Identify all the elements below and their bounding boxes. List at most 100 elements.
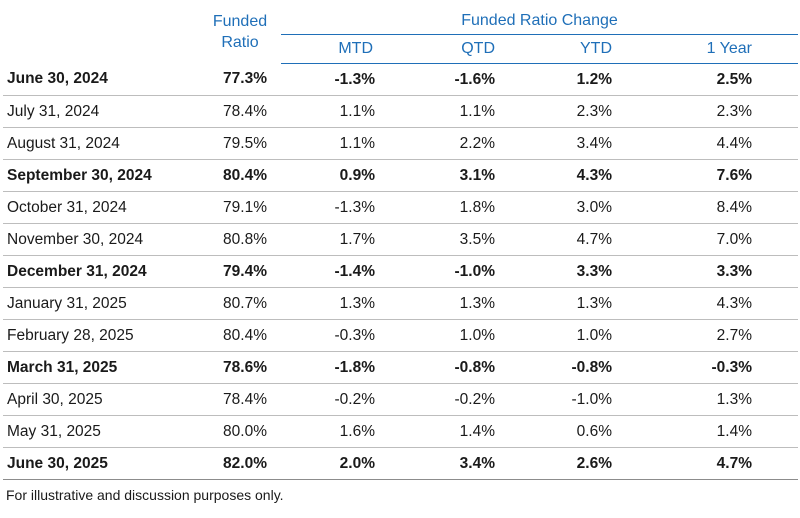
- cell-date: October 31, 2024: [3, 191, 191, 224]
- cell-mtd: 2.0%: [281, 447, 401, 480]
- cell-mtd: 1.1%: [281, 95, 401, 128]
- table-row: February 28, 2025 80.4% -0.3% 1.0% 1.0% 2.7%: [3, 319, 798, 352]
- cell-funded-ratio: 79.4%: [191, 255, 281, 288]
- cell-ytd: -0.8%: [531, 351, 656, 384]
- cell-mtd: -1.3%: [281, 63, 401, 96]
- cell-ytd: 1.2%: [531, 63, 656, 96]
- cell-1-year: 4.4%: [656, 127, 798, 160]
- cell-funded-ratio: 82.0%: [191, 447, 281, 480]
- cell-mtd: -1.4%: [281, 255, 401, 288]
- cell-date: April 30, 2025: [3, 383, 191, 416]
- header-date-blank: [3, 0, 191, 64]
- cell-1-year: 7.0%: [656, 223, 798, 256]
- header-ytd: YTD: [531, 34, 656, 64]
- table-row: June 30, 2024 77.3% -1.3% -1.6% 1.2% 2.5%: [3, 63, 798, 96]
- cell-ytd: 3.4%: [531, 127, 656, 160]
- table-row: August 31, 2024 79.5% 1.1% 2.2% 3.4% 4.4%: [3, 127, 798, 160]
- table-row: July 31, 2024 78.4% 1.1% 1.1% 2.3% 2.3%: [3, 95, 798, 128]
- cell-funded-ratio: 80.4%: [191, 319, 281, 352]
- cell-ytd: 4.7%: [531, 223, 656, 256]
- cell-ytd: 3.3%: [531, 255, 656, 288]
- cell-1-year: -0.3%: [656, 351, 798, 384]
- cell-qtd: 3.1%: [401, 159, 531, 192]
- cell-1-year: 2.5%: [656, 63, 798, 96]
- funded-ratio-table-container: Funded Ratio Funded Ratio Change MTD QTD…: [3, 0, 798, 480]
- cell-date: May 31, 2025: [3, 415, 191, 448]
- cell-qtd: -1.6%: [401, 63, 531, 96]
- header-mtd: MTD: [281, 34, 401, 64]
- cell-qtd: 1.8%: [401, 191, 531, 224]
- cell-date: September 30, 2024: [3, 159, 191, 192]
- table-row: December 31, 2024 79.4% -1.4% -1.0% 3.3% 3.3%: [3, 255, 798, 288]
- cell-date: February 28, 2025: [3, 319, 191, 352]
- cell-qtd: -0.2%: [401, 383, 531, 416]
- cell-1-year: 4.7%: [656, 447, 798, 480]
- header-qtd: QTD: [401, 34, 531, 64]
- cell-date: July 31, 2024: [3, 95, 191, 128]
- cell-date: January 31, 2025: [3, 287, 191, 320]
- cell-date: June 30, 2024: [3, 63, 191, 96]
- table-row: September 30, 2024 80.4% 0.9% 3.1% 4.3% 7.6%: [3, 159, 798, 192]
- cell-1-year: 2.3%: [656, 95, 798, 128]
- cell-qtd: 1.0%: [401, 319, 531, 352]
- cell-1-year: 3.3%: [656, 255, 798, 288]
- cell-ytd: 1.3%: [531, 287, 656, 320]
- cell-qtd: 1.4%: [401, 415, 531, 448]
- cell-ytd: 0.6%: [531, 415, 656, 448]
- cell-mtd: -0.3%: [281, 319, 401, 352]
- cell-qtd: 1.1%: [401, 95, 531, 128]
- cell-funded-ratio: 77.3%: [191, 63, 281, 96]
- header-funded-ratio-change: Funded Ratio Change: [281, 0, 798, 35]
- cell-1-year: 1.3%: [656, 383, 798, 416]
- table-row: May 31, 2025 80.0% 1.6% 1.4% 0.6% 1.4%: [3, 415, 798, 448]
- cell-qtd: -1.0%: [401, 255, 531, 288]
- table-row: October 31, 2024 79.1% -1.3% 1.8% 3.0% 8.4%: [3, 191, 798, 224]
- cell-funded-ratio: 78.4%: [191, 95, 281, 128]
- cell-1-year: 7.6%: [656, 159, 798, 192]
- cell-1-year: 1.4%: [656, 415, 798, 448]
- cell-date: August 31, 2024: [3, 127, 191, 160]
- cell-mtd: 1.7%: [281, 223, 401, 256]
- table-body: June 30, 2024 77.3% -1.3% -1.6% 1.2% 2.5% July…: [3, 63, 798, 480]
- table-row: January 31, 2025 80.7% 1.3% 1.3% 1.3% 4.3%: [3, 287, 798, 320]
- header-funded-ratio: Funded Ratio: [191, 0, 281, 64]
- cell-funded-ratio: 79.5%: [191, 127, 281, 160]
- cell-date: June 30, 2025: [3, 447, 191, 480]
- cell-funded-ratio: 80.4%: [191, 159, 281, 192]
- cell-1-year: 8.4%: [656, 191, 798, 224]
- cell-funded-ratio: 78.4%: [191, 383, 281, 416]
- table-row: April 30, 2025 78.4% -0.2% -0.2% -1.0% 1.3%: [3, 383, 798, 416]
- footnote: For illustrative and discussion purposes…: [6, 487, 284, 503]
- cell-qtd: 3.5%: [401, 223, 531, 256]
- header-funded-ratio-line2: Ratio: [221, 33, 259, 51]
- cell-ytd: 1.0%: [531, 319, 656, 352]
- cell-funded-ratio: 80.8%: [191, 223, 281, 256]
- cell-1-year: 4.3%: [656, 287, 798, 320]
- cell-funded-ratio: 80.7%: [191, 287, 281, 320]
- cell-funded-ratio: 79.1%: [191, 191, 281, 224]
- header-funded-ratio-line1: Funded: [212, 12, 268, 30]
- cell-qtd: 3.4%: [401, 447, 531, 480]
- cell-qtd: -0.8%: [401, 351, 531, 384]
- cell-ytd: -1.0%: [531, 383, 656, 416]
- cell-mtd: 1.1%: [281, 127, 401, 160]
- cell-mtd: 1.6%: [281, 415, 401, 448]
- header-row-top: Funded Ratio Funded Ratio Change: [3, 0, 798, 51]
- header-row-sub: MTD QTD YTD 1 Year: [3, 34, 798, 64]
- table-row: November 30, 2024 80.8% 1.7% 3.5% 4.7% 7.0%: [3, 223, 798, 256]
- cell-mtd: -1.8%: [281, 351, 401, 384]
- table-row: June 30, 2025 82.0% 2.0% 3.4% 2.6% 4.7%: [3, 447, 798, 480]
- funded-ratio-table: Funded Ratio Funded Ratio Change MTD QTD…: [3, 0, 798, 480]
- cell-mtd: -1.3%: [281, 191, 401, 224]
- cell-ytd: 4.3%: [531, 159, 656, 192]
- cell-1-year: 2.7%: [656, 319, 798, 352]
- cell-date: November 30, 2024: [3, 223, 191, 256]
- cell-mtd: 1.3%: [281, 287, 401, 320]
- cell-funded-ratio: 78.6%: [191, 351, 281, 384]
- cell-qtd: 1.3%: [401, 287, 531, 320]
- cell-mtd: 0.9%: [281, 159, 401, 192]
- cell-ytd: 3.0%: [531, 191, 656, 224]
- cell-ytd: 2.6%: [531, 447, 656, 480]
- cell-mtd: -0.2%: [281, 383, 401, 416]
- cell-qtd: 2.2%: [401, 127, 531, 160]
